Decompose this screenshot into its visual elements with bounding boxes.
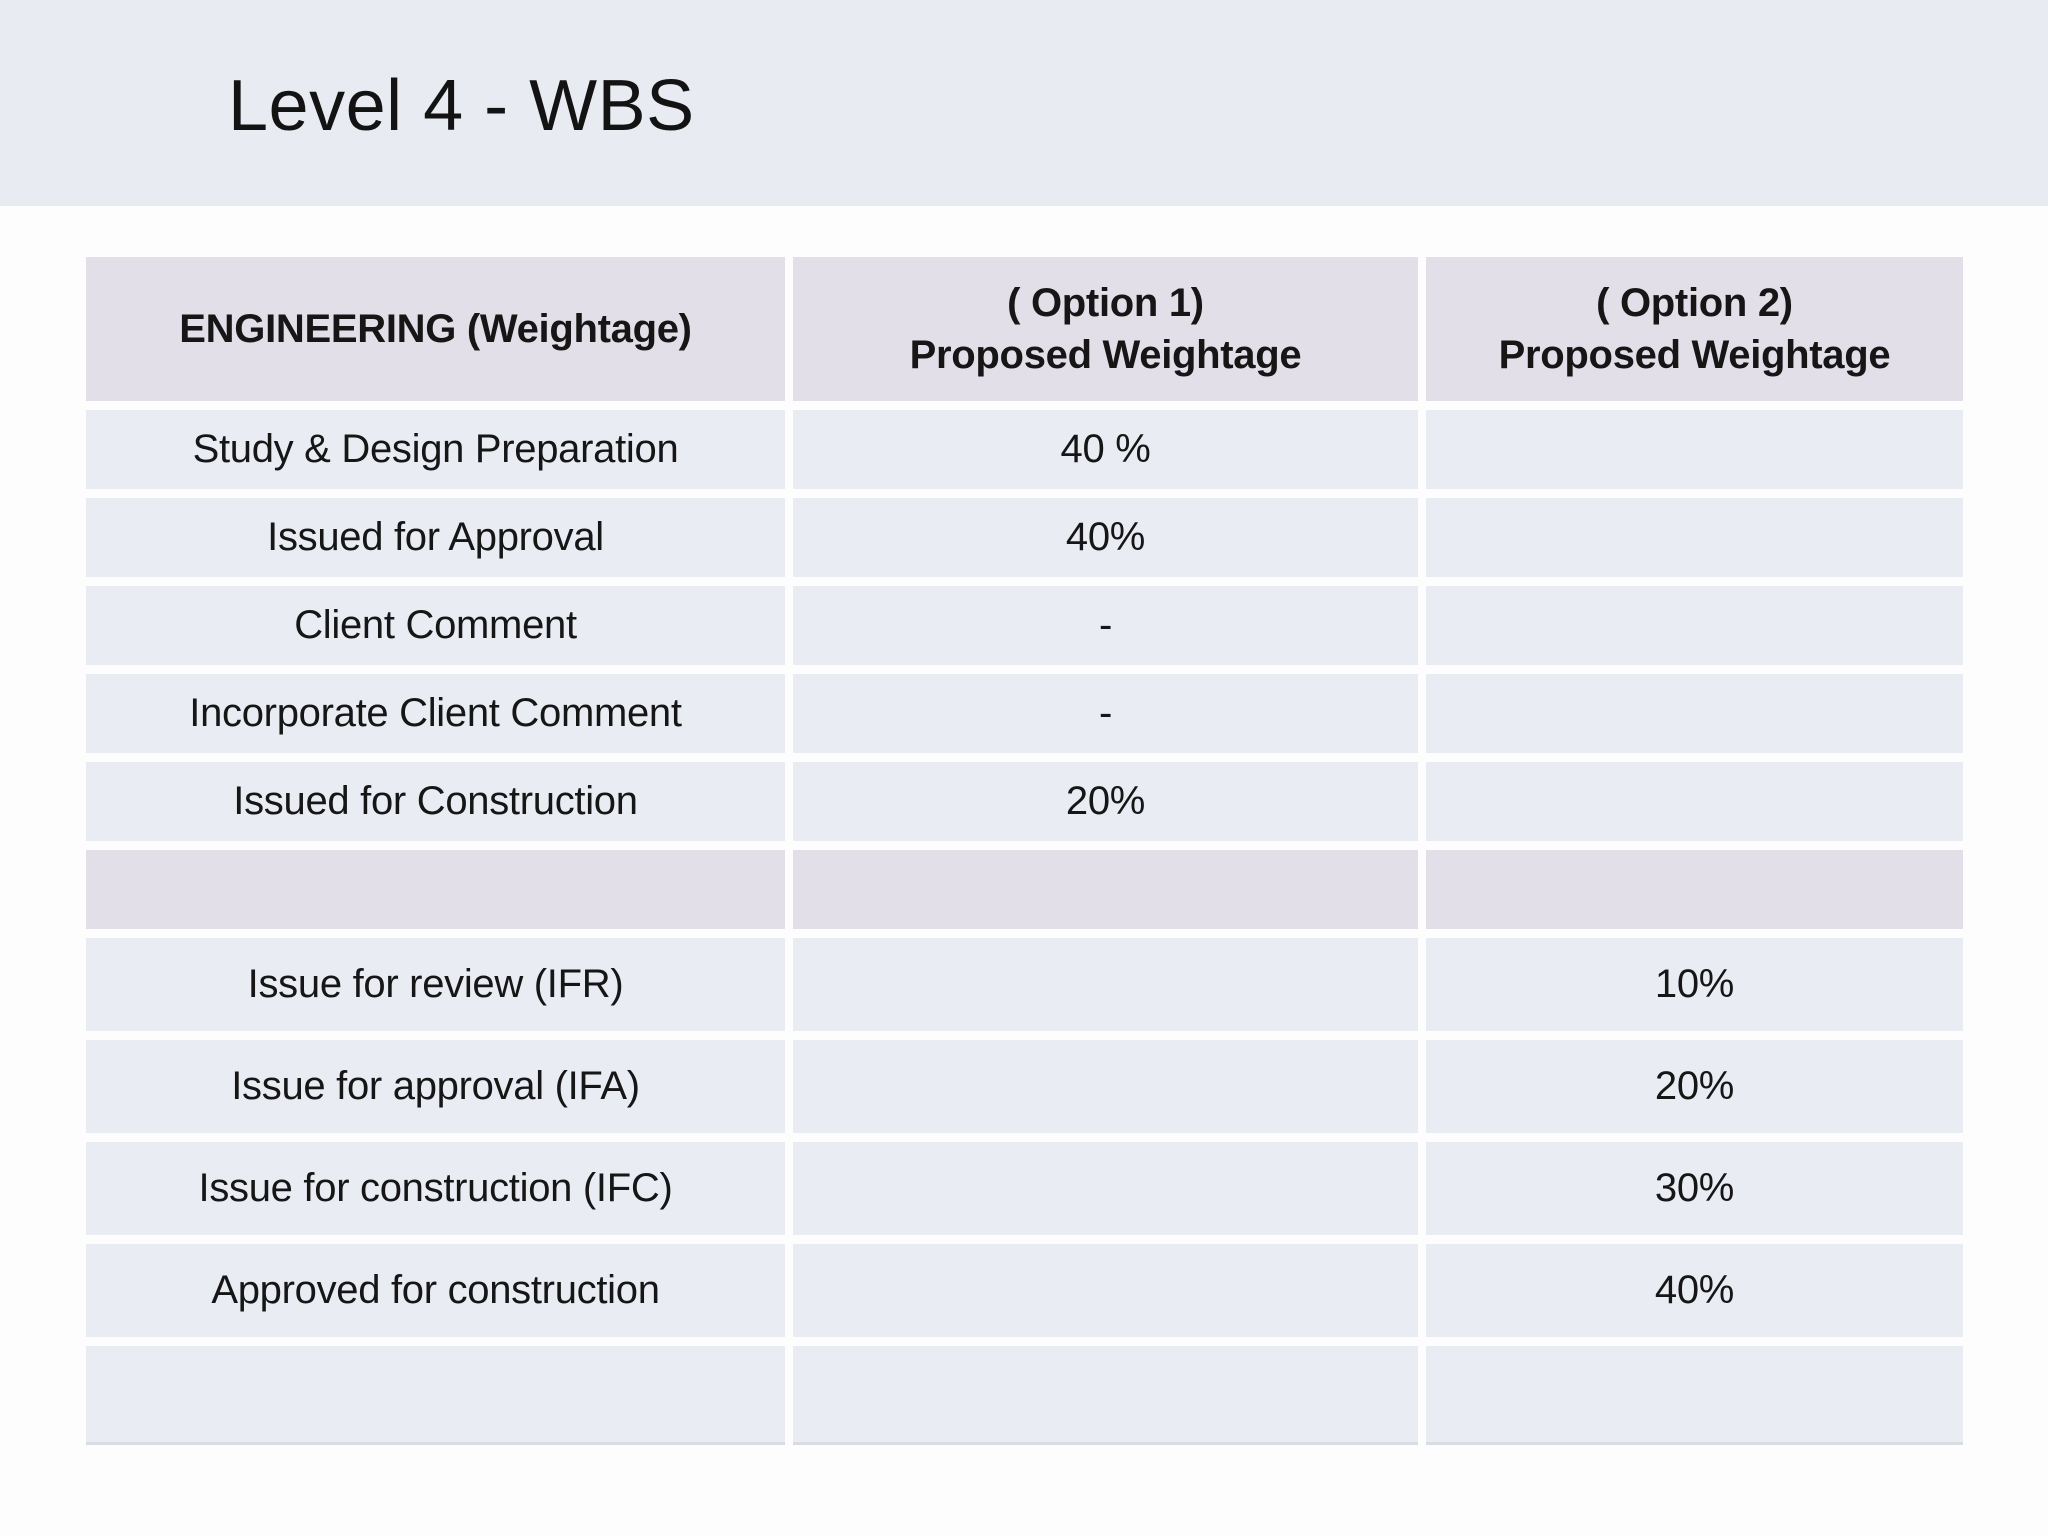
option2-value-cell bbox=[1426, 762, 1963, 841]
option1-value-cell: 40% bbox=[793, 498, 1418, 577]
activity-cell: Client Comment bbox=[86, 586, 785, 665]
option2-value-cell: 30% bbox=[1426, 1142, 1963, 1235]
table-row: Approved for construction 40% bbox=[86, 1244, 1963, 1337]
option2-value-cell bbox=[1426, 410, 1963, 489]
header-cell-engineering: ENGINEERING (Weightage) bbox=[86, 257, 785, 401]
table-row: Study & Design Preparation 40 % bbox=[86, 410, 1963, 489]
option1-value-cell: - bbox=[793, 674, 1418, 753]
activity-cell bbox=[86, 1346, 785, 1442]
table-row: Client Comment - bbox=[86, 586, 1963, 665]
option1-value-cell bbox=[793, 850, 1418, 929]
option2-value-cell bbox=[1426, 850, 1963, 929]
activity-cell: Issued for Construction bbox=[86, 762, 785, 841]
activity-cell: Study & Design Preparation bbox=[86, 410, 785, 489]
activity-cell: Incorporate Client Comment bbox=[86, 674, 785, 753]
option2-value-cell: 40% bbox=[1426, 1244, 1963, 1337]
activity-cell bbox=[86, 850, 785, 929]
table-row: Issued for Approval 40% bbox=[86, 498, 1963, 577]
page-title: Level 4 - WBS bbox=[228, 66, 695, 146]
option2-value-cell bbox=[1426, 1346, 1963, 1442]
activity-cell: Issue for approval (IFA) bbox=[86, 1040, 785, 1133]
option1-value-cell bbox=[793, 1244, 1418, 1337]
table-header-row: ENGINEERING (Weightage) ( Option 1) Prop… bbox=[86, 257, 1963, 401]
table-row-separator bbox=[86, 850, 1963, 929]
header-cell-option1: ( Option 1) Proposed Weightage bbox=[793, 257, 1418, 401]
option1-value-cell: 20% bbox=[793, 762, 1418, 841]
option1-value-cell bbox=[793, 1040, 1418, 1133]
header-engineering-label: ENGINEERING (Weightage) bbox=[179, 307, 692, 351]
table-row: Issue for review (IFR) 10% bbox=[86, 938, 1963, 1031]
option2-value-cell: 10% bbox=[1426, 938, 1963, 1031]
table-row: Issue for approval (IFA) 20% bbox=[86, 1040, 1963, 1133]
option1-value-cell: 40 % bbox=[793, 410, 1418, 489]
option2-value-cell bbox=[1426, 498, 1963, 577]
table-row bbox=[86, 1346, 1963, 1442]
activity-cell: Issue for review (IFR) bbox=[86, 938, 785, 1031]
table-row: Issued for Construction 20% bbox=[86, 762, 1963, 841]
option1-value-cell: - bbox=[793, 586, 1418, 665]
activity-cell: Issued for Approval bbox=[86, 498, 785, 577]
option1-value-cell bbox=[793, 1142, 1418, 1235]
option1-value-cell bbox=[793, 938, 1418, 1031]
option2-value-cell bbox=[1426, 586, 1963, 665]
activity-cell: Approved for construction bbox=[86, 1244, 785, 1337]
header-option2-subtitle: Proposed Weightage bbox=[1498, 333, 1891, 377]
table-row: Incorporate Client Comment - bbox=[86, 674, 1963, 753]
table-row: Issue for construction (IFC) 30% bbox=[86, 1142, 1963, 1235]
slide-title-band: Level 4 - WBS bbox=[0, 0, 2048, 206]
option1-value-cell bbox=[793, 1346, 1418, 1442]
option2-value-cell bbox=[1426, 674, 1963, 753]
header-cell-option2: ( Option 2) Proposed Weightage bbox=[1426, 257, 1963, 401]
header-option2-title: ( Option 2) bbox=[1596, 281, 1793, 325]
option2-value-cell: 20% bbox=[1426, 1040, 1963, 1133]
activity-cell: Issue for construction (IFC) bbox=[86, 1142, 785, 1235]
wbs-weightage-table: ENGINEERING (Weightage) ( Option 1) Prop… bbox=[78, 248, 1971, 1451]
header-option1-subtitle: Proposed Weightage bbox=[909, 333, 1302, 377]
header-option1-title: ( Option 1) bbox=[1007, 281, 1204, 325]
